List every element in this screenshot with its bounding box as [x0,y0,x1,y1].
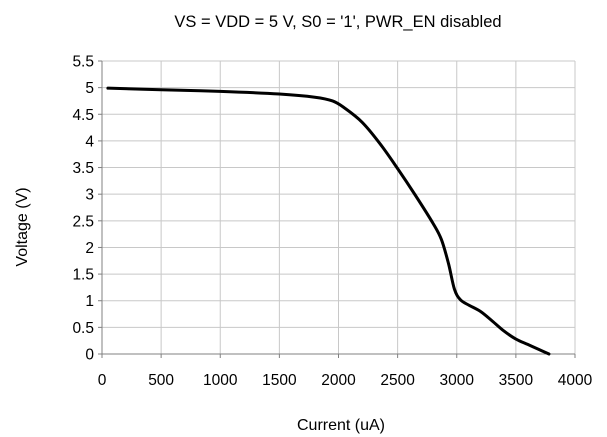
y-tick-label: 0 [85,347,94,364]
x-tick-label: 2000 [321,372,356,389]
y-axis-title: Voltage (V) [14,187,31,266]
y-tick-label: 3 [85,187,94,204]
x-tick-label: 4000 [558,372,593,389]
x-tick-label: 3500 [499,372,534,389]
x-tick-labels: 0 500 1000 1500 2000 2500 3000 3500 4000 [98,372,593,389]
x-tick-label: 1500 [262,372,297,389]
y-tick-label: 2 [85,240,94,257]
series-line [106,86,551,356]
y-tick-label: 5 [85,80,94,97]
axes [98,60,576,358]
x-tick-label: 500 [148,372,174,389]
chart-title: VS = VDD = 5 V, S0 = '1', PWR_EN disable… [174,13,501,31]
y-tick-label: 5.5 [72,54,94,71]
series-group [106,86,551,356]
x-tick-label: 0 [98,372,107,389]
y-tick-label: 1.5 [72,267,94,284]
x-tick-label: 3000 [440,372,475,389]
x-axis-title: Current (uA) [297,417,385,434]
y-tick-label: 1 [85,293,94,310]
y-tick-label: 0.5 [72,320,94,337]
y-tick-label: 3.5 [72,160,94,177]
x-tick-label: 2500 [380,372,415,389]
y-tick-label: 4.5 [72,107,94,124]
y-tick-label: 4 [85,133,94,150]
y-tick-labels: 0 0.5 1 1.5 2 2.5 3 3.5 4 4.5 5 5.5 [72,54,94,364]
y-tick-label: 2.5 [72,213,94,230]
x-tick-label: 1000 [203,372,238,389]
